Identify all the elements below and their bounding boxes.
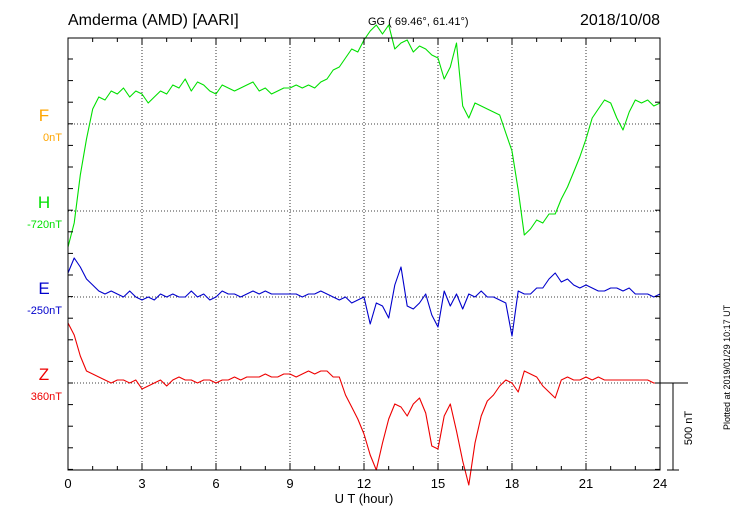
x-tick-label: 21 [579, 476, 593, 491]
plot-credit: Plotted at 2019/01/29 10:17 UT [722, 304, 730, 430]
series-line-z [67, 322, 660, 486]
x-tick-label: 18 [505, 476, 519, 491]
scale-bar-label: 500 nT [683, 411, 695, 446]
x-tick-label: 12 [357, 476, 371, 491]
series-line-e [67, 257, 661, 337]
component-label-e: E [38, 279, 49, 298]
plot-grid [68, 38, 660, 470]
x-tick-label: 6 [212, 476, 219, 491]
x-tick-label: 24 [653, 476, 667, 491]
baseline-value-f: 0nT [43, 132, 62, 144]
station-title: Amderma (AMD) [AARI] [68, 12, 239, 29]
x-tick-label: 0 [64, 476, 71, 491]
axis-labels: 0 3 6 9 12 15 18 21 24 U T (hour) F 0nT H -720nT E -250… [27, 106, 695, 506]
component-label-h: H [38, 193, 50, 212]
x-tick-label: 3 [138, 476, 145, 491]
baseline-value-h: -720nT [27, 219, 62, 231]
plot-frame [67, 37, 688, 471]
x-tick-label: 9 [286, 476, 293, 491]
station-coordinates: GG ( 69.46°, 61.41°) [368, 16, 469, 28]
series-line-h [67, 24, 661, 248]
component-label-f: F [39, 106, 49, 125]
baseline-value-z: 360nT [31, 391, 62, 403]
plot-date: 2018/10/08 [580, 12, 661, 29]
x-axis-title: U T (hour) [335, 491, 394, 506]
baseline-value-e: -250nT [27, 305, 62, 317]
x-tick-label: 15 [431, 476, 445, 491]
component-label-z: Z [39, 365, 49, 384]
